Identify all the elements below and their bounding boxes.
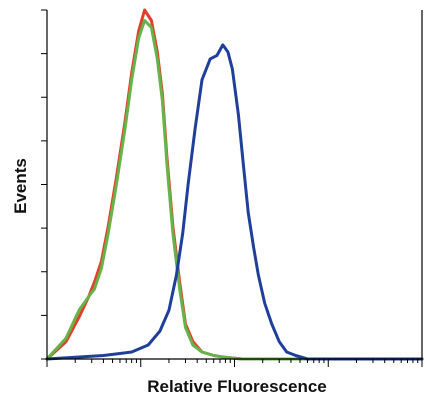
x-axis-label: Relative Fluorescence xyxy=(147,377,327,396)
series-line-2 xyxy=(45,19,424,361)
series-line-3 xyxy=(45,43,424,361)
plot-marks xyxy=(45,8,424,361)
axes xyxy=(41,9,423,367)
y-axis-label: Events xyxy=(11,158,30,214)
series-line-1 xyxy=(45,8,424,361)
